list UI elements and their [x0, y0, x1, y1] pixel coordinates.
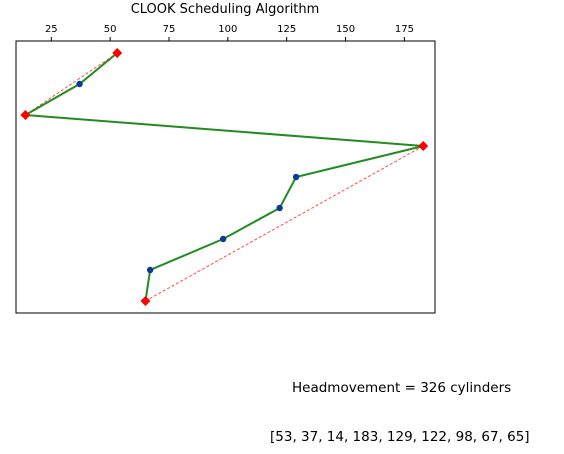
diamond-marker-183: [418, 141, 429, 151]
series-lines: [22, 52, 425, 302]
headmovement-text: Headmovement = 326 cylinders: [292, 380, 512, 396]
x-tick-label-25: 25: [45, 24, 58, 35]
plot-frame: [15, 40, 436, 314]
diamond-marker-53: [112, 48, 123, 58]
x-tick-label-175: 175: [395, 24, 414, 35]
series-dashed-line: [23, 52, 425, 302]
diamond-marker-65: [140, 296, 151, 306]
x-tick-label-50: 50: [104, 24, 117, 35]
chart-title: CLOOK Scheduling Algorithm: [131, 2, 320, 17]
point-marker-122: [276, 204, 283, 212]
x-tick-label-150: 150: [336, 24, 355, 35]
x-ticks: 25 50 75 100 125 150 175: [45, 24, 414, 41]
x-tick-label-125: 125: [277, 24, 296, 35]
series-markers: [20, 48, 429, 306]
point-marker-37: [76, 80, 83, 88]
series-solid-line: [22, 52, 424, 302]
chart: CLOOK Scheduling Algorithm 25 50 75 100 125 1…: [15, 2, 436, 314]
point-marker-129: [292, 173, 300, 181]
sequence-text: [53, 37, 14, 183, 129, 122, 98, 67, 65]: [270, 429, 530, 445]
point-marker-98: [219, 235, 227, 243]
diamond-marker-14: [20, 110, 31, 120]
point-marker-67: [146, 266, 154, 274]
x-tick-label-75: 75: [163, 24, 176, 35]
x-tick-label-100: 100: [218, 24, 237, 35]
